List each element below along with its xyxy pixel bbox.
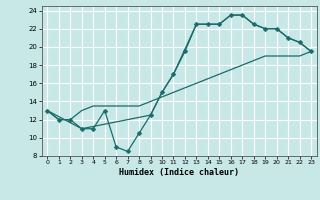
X-axis label: Humidex (Indice chaleur): Humidex (Indice chaleur) [119, 168, 239, 177]
